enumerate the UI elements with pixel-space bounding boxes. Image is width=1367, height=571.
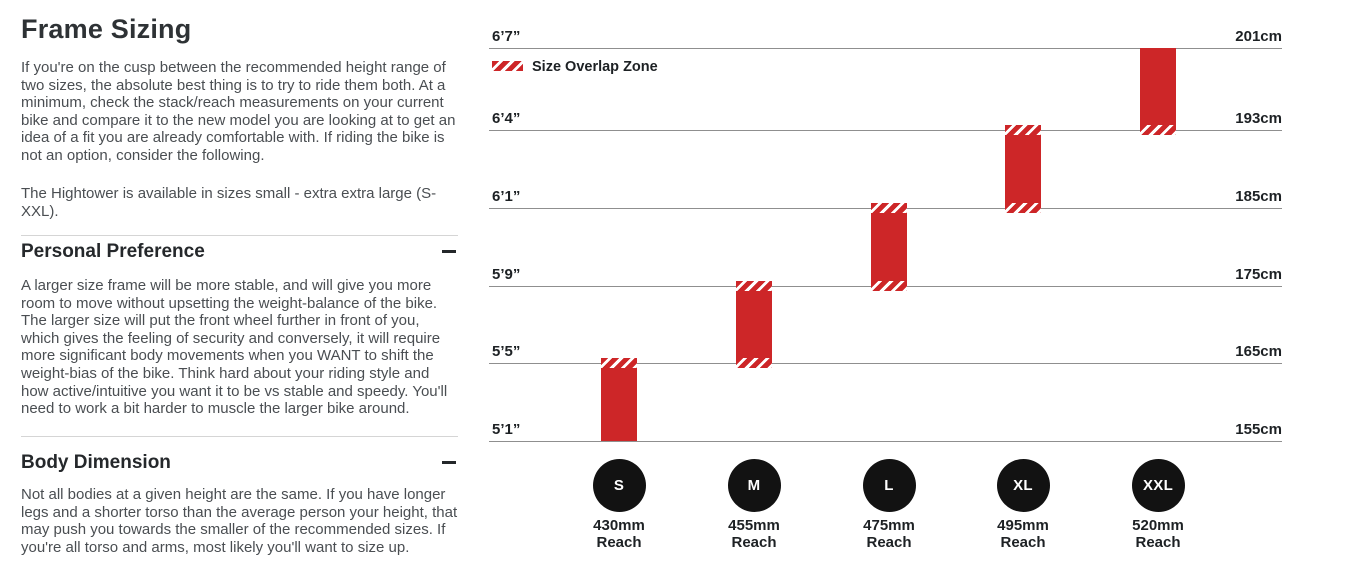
reach-label: 455mm Reach bbox=[728, 517, 780, 551]
sizing-chart: Size Overlap Zone 6’7” 201cm 6’4” 193cm 6’1”… bbox=[489, 0, 1282, 571]
personal-preference-body: A larger size frame will be more stable,… bbox=[21, 277, 448, 418]
height-label-cm: 165cm bbox=[1235, 343, 1282, 360]
height-label-ft: 6’4” bbox=[492, 110, 521, 127]
height-label-ft: 6’1” bbox=[492, 188, 521, 205]
size-range-bar bbox=[1140, 48, 1176, 135]
height-label-cm: 193cm bbox=[1235, 110, 1282, 127]
size-range-bar bbox=[871, 203, 907, 291]
height-label-cm: 201cm bbox=[1235, 28, 1282, 45]
reach-label: 475mm Reach bbox=[863, 517, 915, 551]
overlap-hatch-top bbox=[601, 358, 637, 368]
reach-label: 520mm Reach bbox=[1132, 517, 1184, 551]
overlap-hatch-bottom bbox=[1005, 203, 1041, 213]
overlap-hatch-bottom bbox=[1140, 125, 1176, 135]
height-gridline bbox=[489, 48, 1282, 49]
collapse-minus-icon[interactable] bbox=[442, 461, 456, 464]
size-circle: S bbox=[592, 459, 646, 512]
size-circle: M bbox=[727, 459, 781, 512]
page-title: Frame Sizing bbox=[21, 14, 192, 44]
size-range-bar bbox=[1005, 125, 1041, 213]
intro-paragraph-1: If you're on the cusp between the recomm… bbox=[21, 59, 456, 164]
height-label-ft: 5’9” bbox=[492, 266, 521, 283]
overlap-swatch-icon bbox=[492, 61, 523, 71]
accordion-header-personal-preference[interactable]: Personal Preference bbox=[21, 241, 458, 263]
overlap-hatch-bottom bbox=[871, 281, 907, 291]
section-divider bbox=[21, 436, 458, 437]
size-circle: L bbox=[862, 459, 916, 512]
height-gridline bbox=[489, 130, 1282, 131]
overlap-hatch-top bbox=[871, 203, 907, 213]
section-title-personal-preference: Personal Preference bbox=[21, 241, 205, 262]
size-circle: XL bbox=[996, 459, 1050, 512]
overlap-hatch-top bbox=[1005, 125, 1041, 135]
left-column: Frame Sizing If you're on the cusp betwe… bbox=[21, 0, 458, 571]
height-gridline bbox=[489, 363, 1282, 364]
accordion-header-body-dimension[interactable]: Body Dimension bbox=[21, 452, 458, 474]
height-label-ft: 6’7” bbox=[492, 28, 521, 45]
height-gridline bbox=[489, 441, 1282, 442]
height-label-ft: 5’1” bbox=[492, 421, 521, 438]
size-range-bar bbox=[736, 281, 772, 368]
overlap-hatch-bottom bbox=[736, 358, 772, 368]
intro-paragraph-2: The Hightower is available in sizes smal… bbox=[21, 185, 437, 220]
reach-label: 495mm Reach bbox=[997, 517, 1049, 551]
overlap-hatch-top bbox=[736, 281, 772, 291]
height-label-cm: 175cm bbox=[1235, 266, 1282, 283]
section-divider bbox=[21, 235, 458, 236]
body-dimension-body: Not all bodies at a given height are the… bbox=[21, 486, 458, 556]
height-label-ft: 5’5” bbox=[492, 343, 521, 360]
size-circle: XXL bbox=[1131, 459, 1185, 512]
size-range-bar bbox=[601, 358, 637, 441]
height-label-cm: 155cm bbox=[1235, 421, 1282, 438]
collapse-minus-icon[interactable] bbox=[442, 250, 456, 253]
height-label-cm: 185cm bbox=[1235, 188, 1282, 205]
section-title-body-dimension: Body Dimension bbox=[21, 452, 171, 473]
reach-label: 430mm Reach bbox=[593, 517, 645, 551]
legend-label: Size Overlap Zone bbox=[532, 59, 658, 75]
